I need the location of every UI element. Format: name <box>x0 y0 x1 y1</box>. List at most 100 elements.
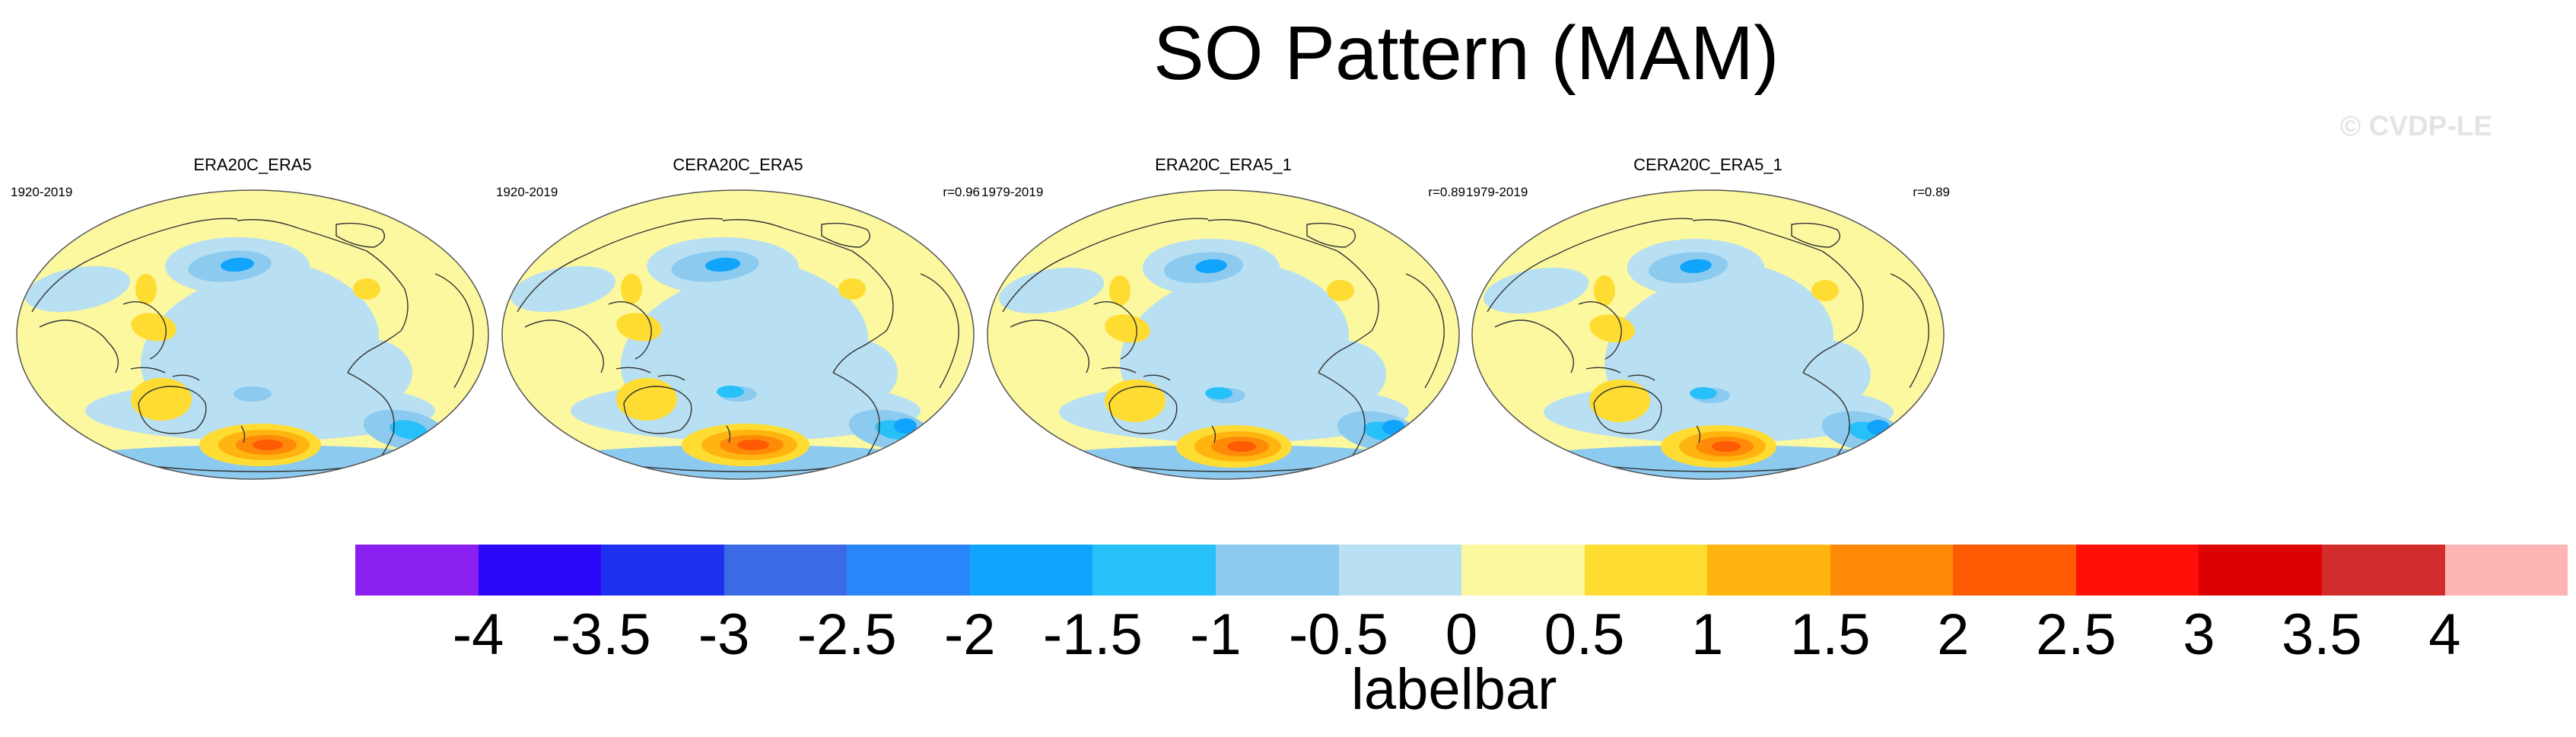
map-plot <box>987 189 1460 480</box>
panel-title: ERA20C_ERA5 <box>193 155 312 174</box>
coastline <box>237 219 409 373</box>
coastline <box>1791 222 1840 248</box>
labelbar-color-box <box>1338 545 1462 596</box>
panel-title: ERA20C_ERA5_1 <box>1155 155 1292 174</box>
positive-anomaly-region <box>621 274 642 304</box>
positive-anomaly-region <box>1589 380 1650 422</box>
negative-anomaly-region <box>24 265 131 313</box>
negative-anomaly-core <box>221 257 254 272</box>
labelbar-color-box <box>847 545 970 596</box>
coastline <box>1207 219 1379 373</box>
map-plot <box>16 189 489 480</box>
labelbar-tick-label: 1 <box>1690 602 1724 667</box>
positive-anomaly-core <box>737 440 769 450</box>
labelbar-color-box <box>2075 545 2199 596</box>
positive-anomaly-region <box>616 313 662 341</box>
coastline <box>138 386 207 434</box>
coastline <box>240 425 246 443</box>
coastline <box>172 374 200 381</box>
watermark: © CVDP-LE <box>2340 110 2492 141</box>
map-panel-era20c-era5: ERA20C_ERA5 1920-2019 <box>9 148 496 483</box>
coastline <box>726 425 731 443</box>
labelbar-color-box <box>1584 545 1708 596</box>
figure-title: SO Pattern (MAM) <box>1153 11 1779 96</box>
negative-anomaly-core <box>1205 387 1232 399</box>
positive-anomaly-core <box>253 440 283 450</box>
coastline <box>623 386 692 434</box>
labelbar-tick-label: -3.5 <box>551 602 651 667</box>
coastline <box>1101 367 1137 373</box>
positive-anomaly-region <box>131 313 177 341</box>
labelbar-tick-label: -3 <box>698 602 750 667</box>
map-panel-cera20c-era5-1: CERA20C_ERA5_1 1979-2019 r=0.89 <box>1465 148 1951 483</box>
coastline <box>517 218 724 313</box>
coastline <box>130 367 166 373</box>
coastline <box>1585 367 1621 373</box>
panel-correlation: r=0.89 <box>1913 185 1950 199</box>
coastline <box>722 219 894 373</box>
positive-anomaly-region <box>1589 314 1635 343</box>
labelbar-color-box <box>2444 545 2568 596</box>
coastline <box>1890 273 1929 389</box>
map-panel-era20c-era5-1: ERA20C_ERA5_1 1979-2019 r=0.89 <box>980 148 1467 483</box>
negative-anomaly-region <box>510 265 616 313</box>
negative-anomaly-region <box>998 267 1105 314</box>
positive-anomaly-region <box>1105 380 1166 422</box>
panel-years: 1979-2019 <box>981 185 1044 199</box>
map-plot <box>501 189 975 480</box>
globe-outline <box>987 189 1460 480</box>
positive-anomaly-region <box>1811 280 1839 301</box>
labelbar-color-strip <box>355 545 2568 596</box>
labelbar-color-box <box>1830 545 1954 596</box>
panel-correlation: r=0.96 <box>943 185 980 199</box>
coastline <box>1487 218 1693 313</box>
positive-anomaly-core <box>1227 441 1256 452</box>
labelbar-color-box <box>1953 545 2076 596</box>
coastline <box>1578 301 1622 360</box>
positive-anomaly-region <box>1109 275 1131 306</box>
coastline <box>1627 374 1655 381</box>
positive-anomaly-region <box>616 378 677 421</box>
negative-anomaly-region <box>1003 445 1459 479</box>
negative-anomaly-region <box>32 445 488 479</box>
labelbar-tick-label: 0.5 <box>1544 602 1625 667</box>
coastline <box>1108 386 1178 434</box>
labelbar-color-box <box>1707 545 1830 596</box>
globe-outline <box>16 189 489 480</box>
coastline <box>1143 374 1171 381</box>
panel-years: 1920-2019 <box>496 185 558 199</box>
coastline <box>1002 218 1209 313</box>
labelbar-title: labelbar <box>1351 657 1557 722</box>
labelbar-tick-label: -2 <box>943 602 996 667</box>
positive-anomaly-core <box>1712 441 1741 452</box>
negative-anomaly-core <box>1690 387 1717 399</box>
labelbar-color-box <box>2322 545 2445 596</box>
positive-anomaly-region <box>1594 275 1615 306</box>
panel-title: CERA20C_ERA5 <box>673 155 803 174</box>
labelbar-color-box <box>2199 545 2322 596</box>
globe-outline <box>1471 189 1945 480</box>
coastline <box>524 319 604 373</box>
positive-anomaly-region <box>1327 280 1354 301</box>
negative-anomaly-region <box>1483 267 1589 314</box>
labelbar-color-box <box>1092 545 1216 596</box>
negative-anomaly-core <box>704 257 741 272</box>
labelbar-color-box <box>1461 545 1585 596</box>
negative-anomaly-core <box>1195 259 1227 274</box>
coastline <box>1593 386 1662 434</box>
map-panel-cera20c-era5: CERA20C_ERA5 1920-2019 r=0.96 <box>495 148 981 483</box>
negative-anomaly-core <box>234 386 272 402</box>
coastline <box>1306 222 1356 248</box>
negative-anomaly-region <box>321 338 412 407</box>
map-plot <box>1471 189 1945 480</box>
panel-correlation: r=0.89 <box>1428 185 1465 199</box>
coastline <box>434 273 474 389</box>
positive-anomaly-region <box>353 278 380 300</box>
panel-title: CERA20C_ERA5_1 <box>1633 155 1783 174</box>
coastline <box>615 367 651 373</box>
coastline <box>1211 425 1216 443</box>
coastline <box>1010 319 1089 373</box>
labelbar-tick-label: 2 <box>1937 602 1970 667</box>
labelbar-color-box <box>969 545 1093 596</box>
negative-anomaly-core <box>1867 420 1890 435</box>
